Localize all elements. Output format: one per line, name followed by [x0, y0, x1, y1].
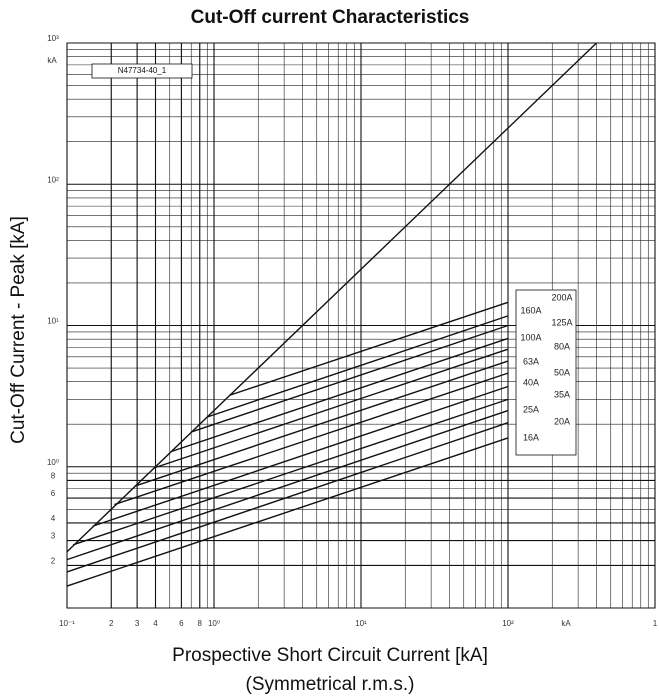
y-tick-label: 4: [51, 514, 56, 523]
series-line: [191, 324, 509, 433]
y-tick-label: 10⁰: [47, 458, 59, 467]
y-tick-label: 6: [51, 489, 56, 498]
legend-label: 63A: [523, 356, 539, 366]
note-box: [91, 63, 193, 79]
y-unit: kA: [47, 56, 57, 65]
x-tick-label: 6: [179, 619, 184, 628]
series-line: [153, 348, 509, 469]
y-tick-label: 10²: [47, 175, 59, 184]
x-tick-label: 10²: [502, 619, 514, 628]
plot-frame: [66, 42, 656, 609]
chart-title: Cut-Off current Characteristics: [191, 7, 470, 28]
x-tick-label: 10⁰: [208, 619, 220, 628]
legend-label: 200A: [551, 292, 572, 302]
y-tick-label: 3: [51, 532, 56, 541]
legend-label: 50A: [554, 367, 570, 377]
legend-label: 160A: [520, 305, 541, 315]
x-tick-label: 2: [109, 619, 114, 628]
series-line: [170, 337, 509, 453]
legend-label: 25A: [523, 404, 539, 414]
legend-box: [515, 289, 577, 456]
legend-label: 16A: [523, 432, 539, 442]
x-tick-label: 10¹: [355, 619, 367, 628]
legend-label: 20A: [554, 416, 570, 426]
x-axis-label: Prospective Short Circuit Current [kA]: [172, 645, 488, 666]
series-line: [66, 437, 509, 587]
y-axis-label: Cut-Off Current - Peak [kA]: [8, 216, 29, 444]
y-tick-label: 2: [51, 557, 56, 566]
legend-label: 80A: [554, 341, 570, 351]
x-axis-label-2: (Symmetrical r.m.s.): [246, 674, 415, 695]
x-tick-label: 10⁻¹: [59, 619, 75, 628]
legend-label: 100A: [520, 332, 541, 342]
series-line: [66, 409, 509, 561]
x-tick-label: 1: [653, 619, 658, 628]
series-line: [72, 398, 509, 546]
series-line: [134, 360, 509, 487]
series-line: [207, 315, 509, 418]
y-tick-label: 10¹: [47, 317, 59, 326]
note: N47734-40_1: [118, 66, 167, 75]
series-line: [229, 301, 509, 397]
series-line: [66, 422, 509, 573]
series-line: [114, 372, 509, 506]
legend-label: 35A: [554, 389, 570, 399]
x-tick-label: 3: [135, 619, 140, 628]
x-unit: kA: [561, 619, 571, 628]
y-tick-label: 10³: [47, 34, 59, 43]
legend-label: 40A: [523, 377, 539, 387]
legend-label: 125A: [551, 317, 572, 327]
x-tick-label: 8: [198, 619, 203, 628]
series-line: [92, 385, 509, 527]
y-tick-label: 8: [51, 472, 56, 481]
x-tick-label: 4: [153, 619, 158, 628]
